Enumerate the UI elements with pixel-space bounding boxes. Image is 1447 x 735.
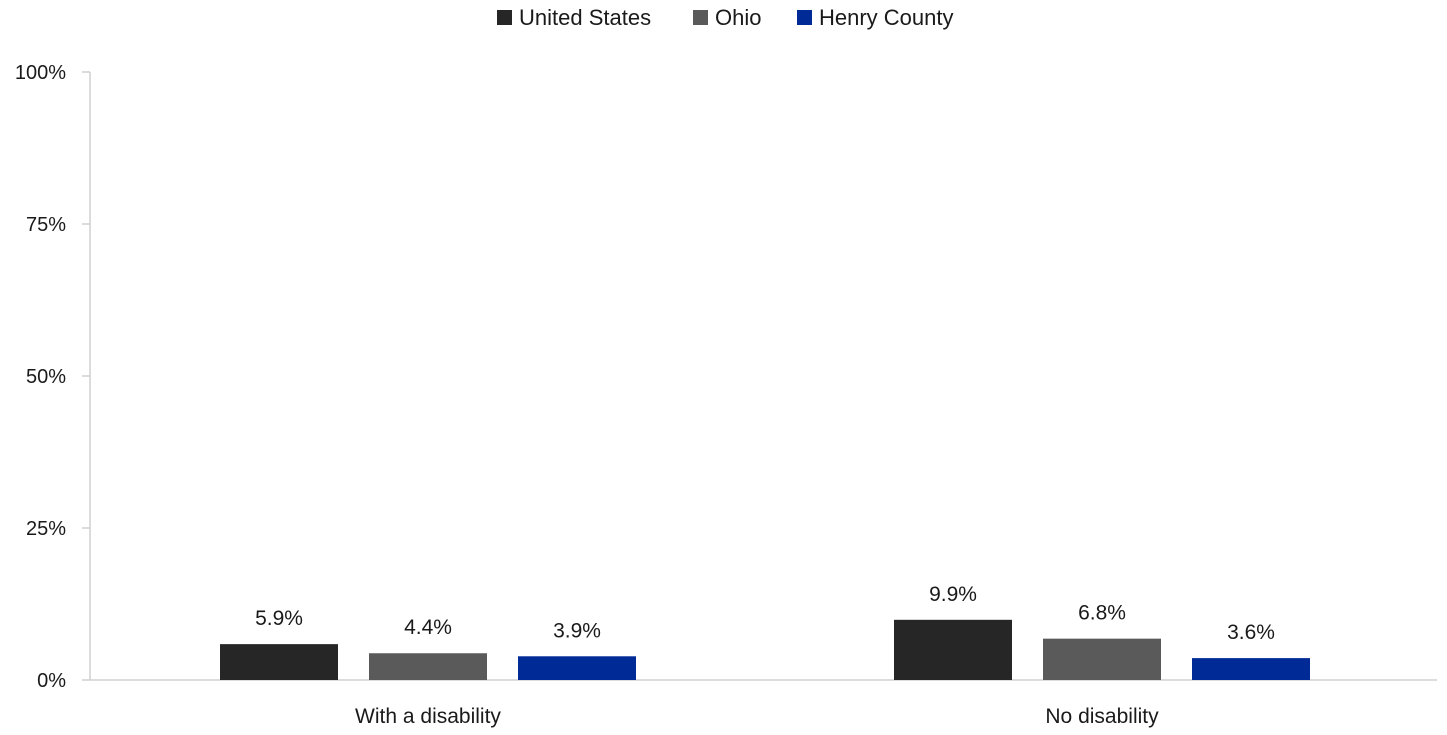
x-category-label: With a disability	[355, 705, 501, 728]
bar-value-label: 9.9%	[929, 583, 977, 606]
bar	[1043, 638, 1161, 680]
legend-item: Ohio	[693, 5, 761, 30]
bar-value-label: 3.6%	[1227, 621, 1275, 644]
bar-value-label: 4.4%	[404, 616, 452, 639]
legend-label: Ohio	[715, 5, 761, 30]
y-tick-label: 100%	[15, 62, 66, 84]
legend-swatch	[797, 10, 812, 25]
data-labels: 5.9% 4.4% 3.9% 9.9% 6.8% 3.6%	[255, 583, 1275, 644]
bar	[1192, 658, 1310, 680]
bar	[369, 653, 487, 680]
bar-value-label: 5.9%	[255, 607, 303, 630]
legend-swatch	[497, 10, 512, 25]
y-tick-label: 0%	[37, 670, 66, 692]
bars	[220, 619, 1310, 680]
legend-item: Henry County	[797, 5, 954, 30]
bar	[894, 619, 1012, 680]
x-category-label: No disability	[1045, 705, 1159, 728]
bar-value-label: 3.9%	[553, 619, 601, 642]
legend-label: United States	[519, 5, 651, 30]
legend-label: Henry County	[819, 5, 954, 30]
bar	[220, 644, 338, 680]
y-tick-label: 75%	[26, 214, 66, 236]
legend: United States Ohio Henry County	[497, 5, 954, 30]
y-tick-label: 50%	[26, 366, 66, 388]
legend-item: United States	[497, 5, 651, 30]
bar-value-label: 6.8%	[1078, 602, 1126, 625]
legend-swatch	[693, 10, 708, 25]
bar	[518, 656, 636, 680]
y-tick-label: 25%	[26, 518, 66, 540]
axes: 0% 25% 50% 75% 100% With a disability No disab…	[15, 62, 1437, 728]
